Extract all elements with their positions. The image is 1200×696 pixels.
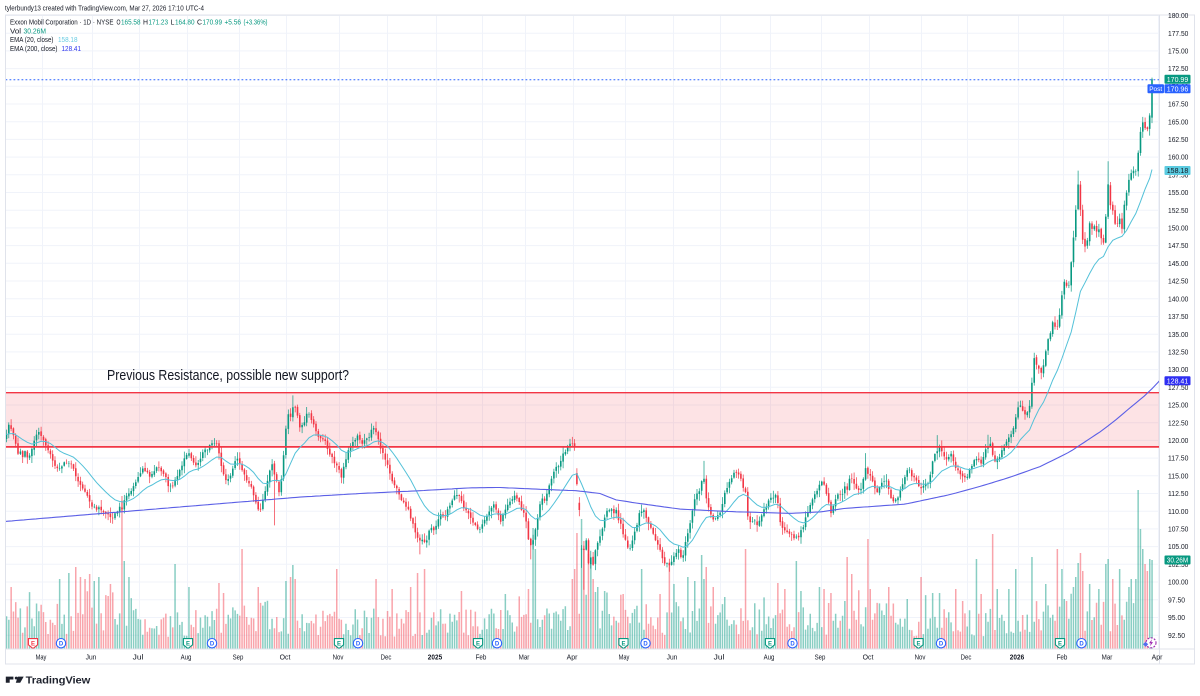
svg-text:E: E — [31, 641, 35, 647]
svg-text:Feb: Feb — [1057, 652, 1068, 661]
svg-text:92.50: 92.50 — [1168, 631, 1185, 640]
svg-text:Mar: Mar — [519, 652, 530, 661]
svg-text:127.50: 127.50 — [1168, 383, 1188, 392]
svg-text:Oct: Oct — [863, 652, 874, 661]
svg-text:180.00: 180.00 — [1168, 11, 1188, 20]
svg-text:110.00: 110.00 — [1168, 507, 1188, 516]
svg-text:D: D — [1079, 641, 1084, 647]
svg-text:2026: 2026 — [1010, 652, 1024, 661]
svg-text:Feb: Feb — [476, 652, 487, 661]
svg-text:160.00: 160.00 — [1168, 153, 1188, 162]
svg-text:97.50: 97.50 — [1168, 595, 1185, 604]
svg-text:D: D — [495, 641, 500, 647]
svg-text:E: E — [1058, 641, 1062, 647]
svg-text:Dec: Dec — [381, 652, 392, 661]
svg-text:TradingView: TradingView — [26, 675, 91, 686]
svg-text:E: E — [476, 641, 480, 647]
svg-text:140.00: 140.00 — [1168, 294, 1188, 303]
svg-text:Jun: Jun — [667, 652, 678, 661]
svg-text:D: D — [210, 641, 215, 647]
svg-text:Apr: Apr — [567, 652, 578, 661]
svg-text:147.50: 147.50 — [1168, 241, 1188, 250]
svg-text:115.00: 115.00 — [1168, 471, 1188, 480]
svg-text:132.50: 132.50 — [1168, 348, 1188, 357]
svg-text:May: May — [36, 652, 47, 661]
svg-text:128.41: 128.41 — [1167, 376, 1189, 385]
svg-text:Jul: Jul — [714, 652, 725, 661]
svg-text:30.26M: 30.26M — [1167, 556, 1189, 565]
svg-text:Aug: Aug — [181, 652, 192, 661]
svg-text:100.00: 100.00 — [1168, 578, 1188, 587]
svg-text:May: May — [619, 652, 630, 661]
svg-text:105.00: 105.00 — [1168, 542, 1188, 551]
svg-text:112.50: 112.50 — [1168, 489, 1188, 498]
svg-text:Aug: Aug — [764, 652, 775, 661]
svg-text:120.00: 120.00 — [1168, 436, 1188, 445]
svg-text:Sep: Sep — [815, 652, 826, 661]
svg-text:167.50: 167.50 — [1168, 100, 1188, 109]
svg-text:EMA (20, close)158.18: EMA (20, close) 158.18 — [10, 35, 78, 44]
svg-text:107.50: 107.50 — [1168, 525, 1188, 534]
svg-text:158.18: 158.18 — [1167, 166, 1189, 175]
svg-text:Dec: Dec — [961, 652, 972, 661]
svg-text:175.00: 175.00 — [1168, 47, 1188, 56]
svg-text:165.00: 165.00 — [1168, 117, 1188, 126]
svg-text:Nov: Nov — [333, 652, 344, 661]
svg-text:162.50: 162.50 — [1168, 135, 1188, 144]
svg-text:E: E — [916, 641, 920, 647]
svg-text:155.00: 155.00 — [1168, 188, 1188, 197]
svg-text:117.50: 117.50 — [1168, 454, 1188, 463]
svg-text:E: E — [621, 641, 625, 647]
svg-text:Previous Resistance, possible: Previous Resistance, possible new suppor… — [107, 367, 349, 384]
svg-text:Nov: Nov — [915, 652, 926, 661]
svg-text:Jul: Jul — [133, 652, 144, 661]
svg-text:Post: Post — [1149, 86, 1162, 93]
svg-text:145.00: 145.00 — [1168, 259, 1188, 268]
svg-text:172.50: 172.50 — [1168, 64, 1188, 73]
svg-text:EMA (200, close)128.41: EMA (200, close) 128.41 — [10, 44, 81, 53]
svg-text:D: D — [356, 641, 361, 647]
svg-text:Jun: Jun — [86, 652, 97, 661]
svg-text:95.00: 95.00 — [1168, 613, 1185, 622]
svg-text:122.50: 122.50 — [1168, 418, 1188, 427]
svg-text:Mar: Mar — [1102, 652, 1113, 661]
svg-text:150.00: 150.00 — [1168, 224, 1188, 233]
svg-text:Sep: Sep — [233, 652, 244, 661]
svg-text:D: D — [643, 641, 648, 647]
svg-text:170.99: 170.99 — [1167, 75, 1189, 84]
svg-text:E: E — [768, 641, 772, 647]
svg-text:D: D — [790, 641, 795, 647]
svg-text:E: E — [186, 641, 190, 647]
svg-text:Exxon Mobil Corporation · 1D ·: Exxon Mobil Corporation · 1D · NYSE O165.… — [10, 18, 268, 27]
svg-text:125.00: 125.00 — [1168, 401, 1188, 410]
svg-text:E: E — [337, 641, 341, 647]
svg-text:2025: 2025 — [428, 652, 442, 661]
svg-text:152.50: 152.50 — [1168, 206, 1188, 215]
svg-text:tylerbundy13 created with Trad: tylerbundy13 created with TradingView.co… — [5, 3, 204, 12]
svg-text:Apr: Apr — [1152, 652, 1163, 661]
svg-text:D: D — [59, 641, 64, 647]
svg-text:177.50: 177.50 — [1168, 29, 1188, 38]
svg-text:135.00: 135.00 — [1168, 330, 1188, 339]
svg-text:D: D — [939, 641, 944, 647]
svg-text:137.50: 137.50 — [1168, 312, 1188, 321]
svg-text:142.50: 142.50 — [1168, 277, 1188, 286]
svg-text:130.00: 130.00 — [1168, 365, 1188, 374]
svg-text:170.96: 170.96 — [1167, 84, 1189, 93]
svg-text:Oct: Oct — [280, 652, 291, 661]
